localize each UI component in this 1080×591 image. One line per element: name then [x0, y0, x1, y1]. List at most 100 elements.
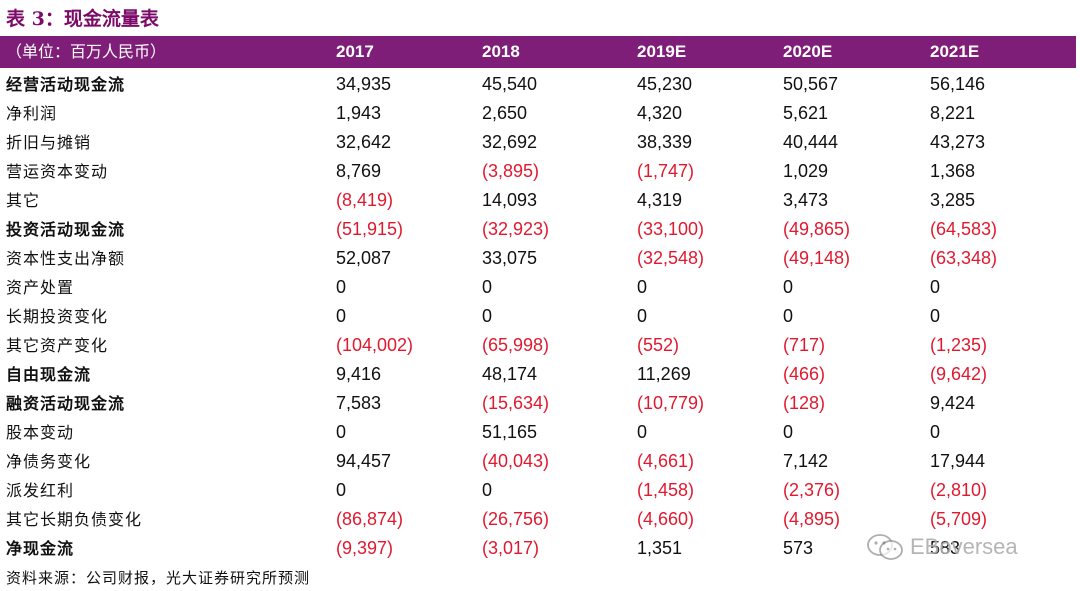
- value-cell: 0: [930, 422, 941, 442]
- header-year-2019e: 2019E: [637, 42, 687, 61]
- header-year-2020e: 2020E: [783, 42, 833, 61]
- value-cell: 1,943: [336, 103, 382, 123]
- row-label: 净债务变化: [6, 452, 92, 471]
- value-cell: (3,017): [482, 538, 540, 558]
- value-cell: 50,567: [783, 74, 839, 94]
- value-cell: 94,457: [336, 451, 392, 471]
- value-cell: 573: [783, 538, 814, 558]
- value-cell: (15,634): [482, 393, 550, 413]
- value-cell: (86,874): [336, 509, 404, 529]
- value-cell: 40,444: [783, 132, 839, 152]
- table-row: 营运资本变动 8,769 (3,895) (1,747) 1,029 1,368: [0, 157, 1076, 186]
- value-cell: 43,273: [930, 132, 986, 152]
- value-cell: (49,148): [783, 248, 851, 268]
- table-row: 融资活动现金流 7,583 (15,634) (10,779) (128) 9,424: [0, 389, 1076, 418]
- unit-label: （单位：百万人民币）: [6, 42, 167, 61]
- header-year-2017: 2017: [336, 42, 374, 61]
- value-cell: (5,709): [930, 509, 988, 529]
- value-cell: 32,692: [482, 132, 538, 152]
- value-cell: (4,895): [783, 509, 841, 529]
- value-cell: 45,540: [482, 74, 538, 94]
- value-cell: (1,235): [930, 335, 988, 355]
- value-cell: (40,043): [482, 451, 550, 471]
- value-cell: (65,998): [482, 335, 550, 355]
- row-label: 融资活动现金流: [6, 394, 126, 413]
- value-cell: 56,146: [930, 74, 986, 94]
- value-cell: 0: [482, 480, 493, 500]
- row-label: 长期投资变化: [6, 307, 109, 326]
- value-cell: (2,810): [930, 480, 988, 500]
- value-cell: 45,230: [637, 74, 693, 94]
- value-cell: 0: [637, 306, 648, 326]
- row-label: 经营活动现金流: [6, 75, 126, 94]
- value-cell: 0: [482, 277, 493, 297]
- value-cell: 0: [783, 306, 794, 326]
- row-label: 净现金流: [6, 539, 75, 558]
- row-label: 营运资本变动: [6, 162, 109, 181]
- watermark-text: EBoversea: [910, 534, 1018, 559]
- table-row: 长期投资变化 0 0 0 0 0: [0, 302, 1076, 331]
- table-row: 净现金流 (9,397) (3,017) 1,351 573 583: [0, 534, 1076, 563]
- value-cell: 0: [336, 480, 347, 500]
- value-cell: 0: [336, 306, 347, 326]
- value-cell: 1,351: [637, 538, 683, 558]
- table-row: 净债务变化 94,457 (40,043) (4,661) 7,142 17,944: [0, 447, 1076, 476]
- table-row: 股本变动 0 51,165 0 0 0: [0, 418, 1076, 447]
- row-label: 其它长期负债变化: [6, 510, 143, 529]
- row-label: 其它: [6, 191, 41, 210]
- value-cell: (2,376): [783, 480, 841, 500]
- value-cell: (26,756): [482, 509, 550, 529]
- value-cell: (1,458): [637, 480, 695, 500]
- wechat-icon: [867, 534, 903, 560]
- value-cell: (33,100): [637, 219, 705, 239]
- row-label: 其它资产变化: [6, 336, 109, 355]
- value-cell: 7,583: [336, 393, 382, 413]
- table-row: 其它 (8,419) 14,093 4,319 3,473 3,285: [0, 186, 1076, 215]
- row-label: 自由现金流: [6, 365, 92, 384]
- row-label: 股本变动: [6, 423, 75, 442]
- row-label: 折旧与摊销: [6, 133, 92, 152]
- value-cell: 0: [637, 277, 648, 297]
- table-row: 折旧与摊销 32,642 32,692 38,339 40,444 43,273: [0, 128, 1076, 157]
- value-cell: 48,174: [482, 364, 538, 384]
- row-label: 净利润: [6, 104, 58, 123]
- value-cell: 9,424: [930, 393, 976, 413]
- value-cell: 8,769: [336, 161, 382, 181]
- table-row: 其它资产变化 (104,002) (65,998) (552) (717) (1,235): [0, 331, 1076, 360]
- value-cell: (8,419): [336, 190, 394, 210]
- value-cell: 0: [637, 422, 648, 442]
- row-label: 资本性支出净额: [6, 249, 126, 268]
- table-title: 表 3：现金流量表: [6, 8, 159, 30]
- table-row: 其它长期负债变化 (86,874) (26,756) (4,660) (4,895) (5…: [0, 505, 1076, 534]
- value-cell: (104,002): [336, 335, 414, 355]
- value-cell: 0: [930, 277, 941, 297]
- table-row: 经营活动现金流 34,935 45,540 45,230 50,567 56,146: [0, 70, 1076, 99]
- value-cell: (64,583): [930, 219, 998, 239]
- value-cell: 0: [783, 422, 794, 442]
- value-cell: 8,221: [930, 103, 976, 123]
- value-cell: (10,779): [637, 393, 705, 413]
- value-cell: (51,915): [336, 219, 404, 239]
- table-row: 净利润 1,943 2,650 4,320 5,621 8,221: [0, 99, 1076, 128]
- value-cell: 14,093: [482, 190, 538, 210]
- value-cell: 11,269: [637, 364, 691, 384]
- header-year-2021e: 2021E: [930, 42, 980, 61]
- value-cell: 34,935: [336, 74, 392, 94]
- value-cell: (3,895): [482, 161, 540, 181]
- value-cell: (9,397): [336, 538, 394, 558]
- value-cell: 32,642: [336, 132, 392, 152]
- value-cell: 0: [336, 277, 347, 297]
- value-cell: (32,923): [482, 219, 550, 239]
- header-year-2018: 2018: [482, 42, 520, 61]
- value-cell: 4,320: [637, 103, 683, 123]
- value-cell: (466): [783, 364, 826, 384]
- value-cell: (32,548): [637, 248, 705, 268]
- value-cell: 0: [783, 277, 794, 297]
- table-row: 资本性支出净额 52,087 33,075 (32,548) (49,148) (63,3…: [0, 244, 1076, 273]
- value-cell: 1,029: [783, 161, 829, 181]
- value-cell: (4,661): [637, 451, 695, 471]
- value-cell: (4,660): [637, 509, 695, 529]
- value-cell: 2,650: [482, 103, 528, 123]
- value-cell: (49,865): [783, 219, 851, 239]
- value-cell: (1,747): [637, 161, 695, 181]
